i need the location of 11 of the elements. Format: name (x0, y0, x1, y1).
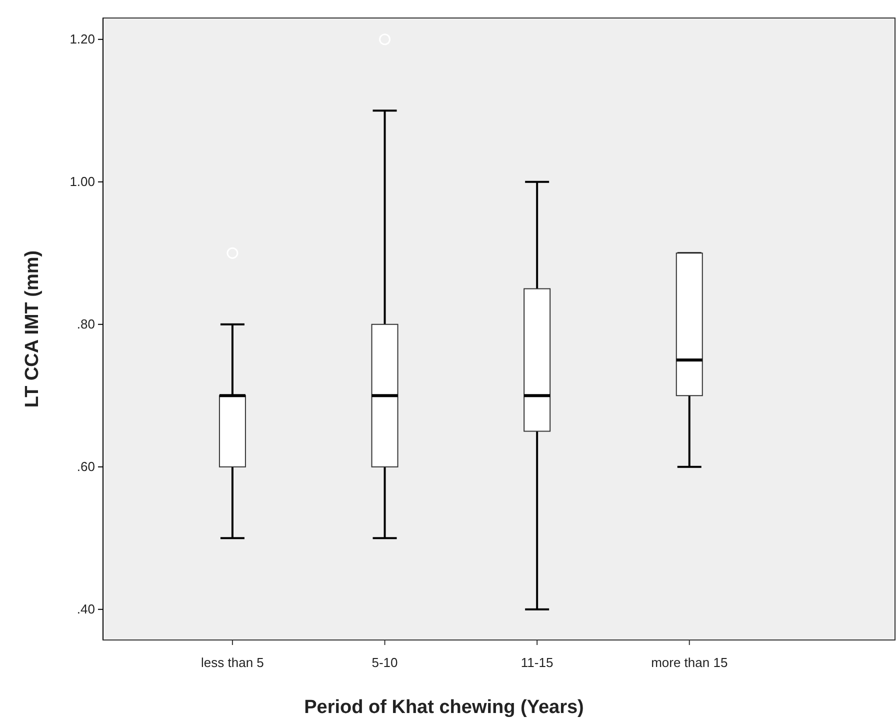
x-tick-label: more than 15 (651, 655, 728, 670)
y-tick-label: .80 (76, 316, 95, 332)
y-axis-title: LT CCA IMT (mm) (22, 250, 43, 408)
x-tick-label: 11-15 (520, 655, 554, 670)
y-tick-label: 1.20 (70, 32, 95, 47)
y-tick-label: .40 (76, 602, 95, 617)
x-tick-label: 5-10 (372, 655, 398, 670)
y-tick-label: 1.00 (70, 174, 95, 190)
x-tick-label: less than 5 (201, 655, 264, 670)
y-tick-label: .60 (76, 459, 95, 474)
x-axis-title: Period of Khat chewing (Years) (304, 697, 584, 718)
